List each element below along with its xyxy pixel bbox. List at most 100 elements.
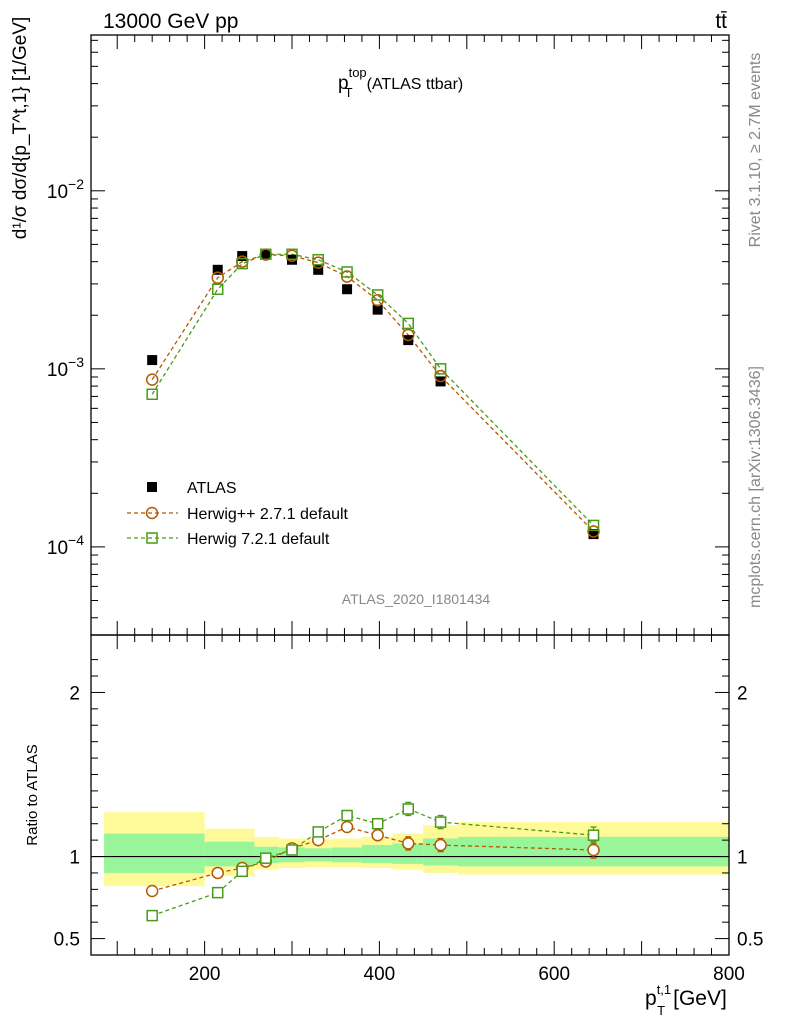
ratio-ytick-label-0: 0.5 [54,930,80,951]
main-ytick-exp: −2 [68,176,84,192]
ratio-point-s0-7 [371,828,384,842]
header-energy-label: 13000 GeV pp [103,10,238,33]
x-axis-label-sup: t,1 [657,982,671,997]
legend-label-2: Herwig 7.2.1 default [187,531,330,548]
ratio-point-s1-1 [211,886,224,899]
main-line-series-1 [151,253,594,532]
ratio-point-s0-6 [340,820,354,834]
ratio-band-inner-1 [204,841,255,867]
ratio-ytick-label-right-0: 0.5 [737,930,763,951]
main-point-s2-1 [211,283,224,295]
ratio-y-axis-label: Ratio to ATLAS [24,744,41,845]
main-point-s0-3 [260,249,271,260]
ratio-line-series-0 [152,826,594,892]
main-ytick-exp: −4 [68,532,84,548]
ratio-point-s1-8 [402,803,415,815]
main-point-s0-7 [372,304,383,315]
main-ytick-label-2: 10−4 [47,532,84,559]
main-point-s1-1 [211,271,224,284]
legend-label-0: ATLAS [187,480,237,497]
ratio-marker-bg [588,830,599,841]
main-point-s1-8 [402,328,415,342]
legend-marker-1 [145,506,159,520]
ratio-band-inner-5 [331,847,362,863]
ratio-point-s0-8 [402,837,415,850]
x-axis-label-sub: T [657,1003,665,1018]
legend-marker-0 [147,482,157,492]
ratio-point-s0-0 [145,884,159,898]
ratio-point-s1-7 [371,817,384,830]
ratio-marker-bg [341,821,353,833]
main-point-s0-10 [588,529,599,540]
main-point-s2-4 [286,248,298,261]
main-point-s0-5 [313,264,324,275]
main-point-s2-5 [312,253,324,266]
ratio-marker-bg [588,844,600,856]
ratio-marker-bg [435,817,446,828]
main-point-s1-10 [587,525,600,538]
header-process-label: tt̄ [715,10,727,33]
main-point-s2-8 [402,317,415,330]
main-point-s2-7 [371,289,384,301]
main-title-rest: (ATLAS ttbar) [367,76,464,93]
ratio-marker-bg [342,810,353,821]
ratio-band-inner-6 [361,845,393,864]
ratio-line-series-1 [151,808,594,917]
ratio-point-s1-3 [260,852,272,864]
ratio-ytick-label-1: 1 [69,848,80,869]
ratio-marker-bg [260,853,271,864]
legend-marker-2 [146,532,158,544]
xtick-label-2: 600 [538,964,570,985]
ratio-marker-bg [237,866,248,877]
ratio-ytick-label-2: 2 [69,683,80,704]
main-y-axis-label: d¹/σ dσ/d{p_T^t,1} [1/GeV] [10,17,31,240]
ratio-marker-bg [403,803,414,814]
x-axis-label: pt,1 T [GeV] [645,982,727,1018]
main-markers [145,248,600,540]
main-ytick-label-0: 10−2 [47,176,84,203]
main-panel: 10−210−310−4 ptop T (ATLAS ttbar) d¹/σ dσ/… [10,17,730,636]
ratio-point-s1-0 [146,909,158,922]
main-ticks: 10−210−310−4 [47,35,730,635]
xtick-label-0: 200 [189,964,221,985]
main-title-p: p [338,73,349,94]
ratio-marker-bg [146,885,158,897]
ratio-series-lines [151,808,594,917]
ratio-uncertainty-bands [104,812,729,887]
ratio-band-inner-7 [392,843,424,864]
main-point-s2-10 [587,519,600,532]
ratio-point-s0-9 [434,838,447,852]
ratio-point-s1-6 [341,809,353,822]
ratio-markers [145,801,600,922]
ratio-plot-frame [90,634,730,956]
main-ytick-exp: −3 [68,354,84,370]
ratio-ytick-label-right-2: 2 [737,683,748,704]
ratio-band-inner-4 [305,848,332,862]
mcplots-label: mcplots.cern.ch [arXiv:1306.3436] [747,366,764,608]
main-point-s2-2 [236,257,248,270]
ratio-point-s1-4 [286,844,298,856]
main-title-text: ptop T (ATLAS ttbar) [338,65,463,100]
ratio-marker-bg [435,839,447,851]
main-title: ptop T (ATLAS ttbar) [338,65,463,100]
analysis-id-label: ATLAS_2020_I1801434 [342,591,491,607]
ratio-marker-bg [402,837,414,849]
main-point-s2-0 [146,388,158,400]
main-point-s0-6 [342,284,353,295]
main-point-s1-9 [434,369,447,383]
main-line-series-2 [151,253,594,526]
main-title-sup: top [349,65,367,80]
main-ytick-base: 10 [47,360,68,381]
ratio-marker-bg [212,867,224,879]
ratio-point-s0-10 [587,843,600,857]
main-point-s2-9 [434,363,447,375]
main-ytick-base: 10 [47,538,68,559]
xtick-label-1: 400 [364,964,396,985]
ratio-point-s1-9 [434,816,447,828]
main-series-lines [151,253,594,532]
x-axis-label-unit: [GeV] [673,987,727,1010]
ratio-ytick-label-right-1: 1 [737,848,748,869]
main-point-s2-6 [341,266,353,278]
ratio-point-s1-10 [587,829,600,841]
